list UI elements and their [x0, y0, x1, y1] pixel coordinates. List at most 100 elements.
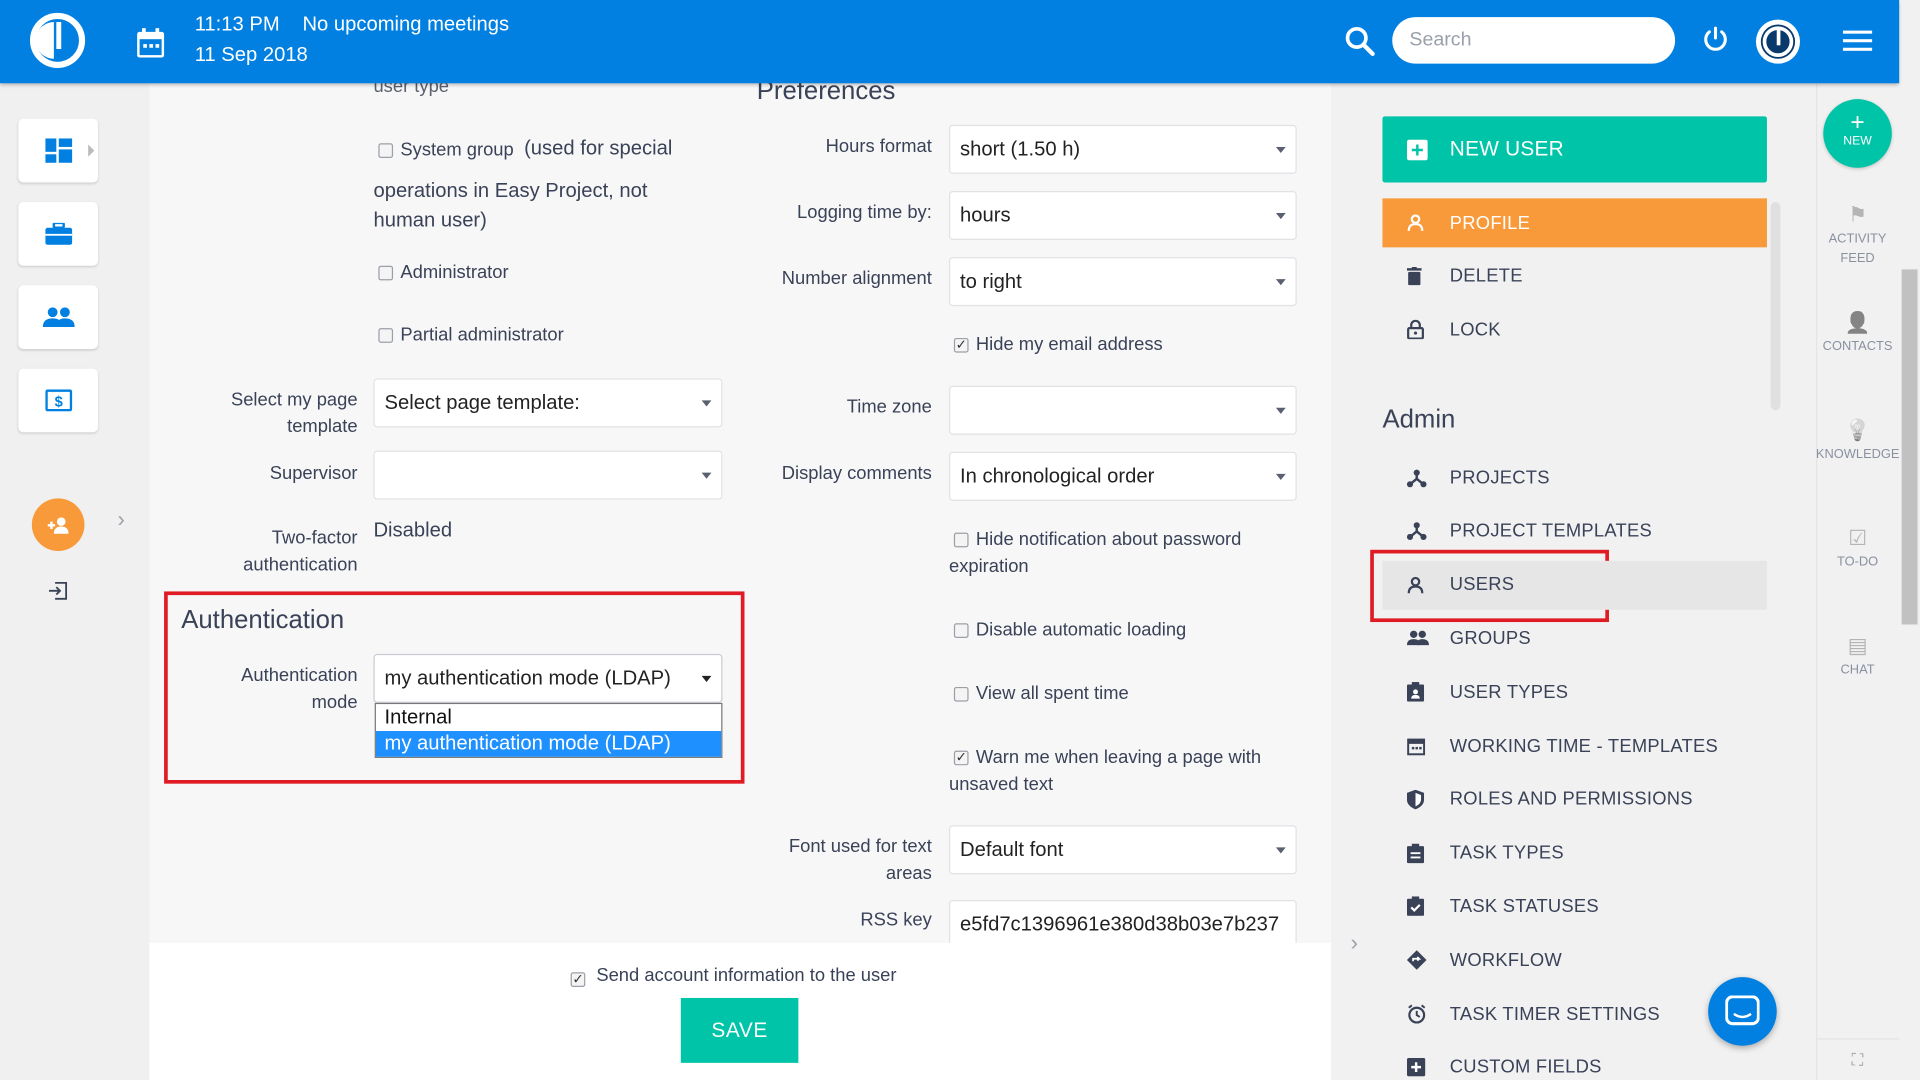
rss-key-field[interactable]: e5fd7c1396961e380d38b03e7b237 — [948, 900, 1297, 949]
menu-item-task-statuses[interactable]: TASK STATUSES — [1382, 882, 1766, 931]
logout-icon[interactable] — [48, 581, 68, 600]
menu-item-project-templates[interactable]: PROJECT TEMPLATES — [1382, 507, 1766, 556]
sidebar-dashboard[interactable] — [18, 118, 98, 183]
time-zone-label: Time zone — [846, 396, 932, 418]
current-date: 11 Sep 2018 — [194, 44, 308, 67]
menu-item-groups[interactable]: GROUPS — [1382, 614, 1766, 663]
hide-email-checkbox[interactable] — [953, 337, 969, 353]
panel-scrollbar[interactable] — [1770, 202, 1781, 411]
power-icon[interactable] — [1702, 26, 1729, 53]
authentication-mode-label: mode — [311, 691, 358, 713]
menu-item-projects[interactable]: PROJECTS — [1382, 453, 1766, 502]
rail-item-knowledge[interactable]: 💡 KNOWLEDGE — [1816, 418, 1900, 465]
supervisor-label: Supervisor — [269, 462, 358, 484]
authentication-mode-select[interactable]: my authentication mode (LDAP) — [373, 653, 723, 703]
display-comments-select[interactable]: In chronological order — [948, 451, 1297, 501]
system-group-checkbox[interactable] — [378, 143, 394, 158]
plus-square-icon — [1382, 1058, 1449, 1077]
logging-time-select[interactable]: hours — [948, 191, 1297, 241]
menu-item-workflow[interactable]: WORKFLOW — [1382, 936, 1766, 985]
workflow-icon — [1382, 950, 1449, 971]
menu-item-working-time-templates[interactable]: WORKING TIME - TEMPLATES — [1382, 721, 1766, 770]
page-template-select[interactable]: Select page template: — [373, 378, 723, 428]
two-factor-value: Disabled — [373, 519, 453, 542]
option-internal[interactable]: Internal — [384, 706, 452, 729]
menu-item-label: TASK STATUSES — [1449, 896, 1599, 918]
menu-item-roles-and-permissions[interactable]: ROLES AND PERMISSIONS — [1382, 775, 1766, 824]
menu-item-task-timer-settings[interactable]: TASK TIMER SETTINGS — [1382, 989, 1766, 1038]
save-button[interactable]: SAVE — [680, 997, 799, 1063]
hours-format-value: short (1.50 h) — [960, 137, 1081, 160]
menu-item-lock[interactable]: LOCK — [1382, 305, 1766, 354]
calendar-icon[interactable] — [136, 27, 165, 59]
page-scrollbar[interactable] — [1899, 0, 1920, 1080]
partial-administrator-checkbox[interactable] — [378, 328, 394, 343]
todo-icon: ☑ — [1848, 526, 1867, 550]
add-user-button[interactable] — [31, 498, 85, 552]
rail-item-activity[interactable]: ⚑ ACTIVITY FEED — [1816, 202, 1899, 268]
hours-format-select[interactable]: short (1.50 h) — [948, 124, 1297, 174]
system-group-note: (used for special — [524, 137, 673, 160]
right-rail — [1815, 83, 1900, 1080]
app-logo-icon[interactable] — [29, 12, 86, 68]
contacts-icon: 👤 — [1844, 311, 1871, 335]
menu-item-profile[interactable]: PROFILE — [1382, 198, 1767, 248]
dropdown-caret-icon — [1275, 473, 1286, 481]
users-icon — [42, 307, 75, 327]
view-spent-time-checkbox[interactable] — [953, 686, 969, 702]
menu-item-task-types[interactable]: TASK TYPES — [1382, 828, 1766, 877]
trash-icon — [1382, 266, 1449, 285]
authentication-highlight-box — [164, 591, 745, 784]
rail-item-label: CHAT — [1840, 662, 1875, 678]
menu-item-user-types[interactable]: USER TYPES — [1382, 668, 1766, 717]
send-account-info-label: Send account information to the user — [596, 964, 897, 986]
shield-icon — [1382, 789, 1449, 810]
fullscreen-icon[interactable]: ⛶ — [1815, 1038, 1900, 1080]
hide-password-notification-checkbox[interactable] — [953, 532, 969, 548]
menu-item-label: GROUPS — [1449, 628, 1531, 649]
admin-heading: Admin — [1382, 405, 1456, 434]
hide-password-notification-label: expiration — [948, 555, 1029, 577]
rss-key-value: e5fd7c1396961e380d38b03e7b237 — [960, 912, 1280, 935]
menu-item-users[interactable]: USERS — [1382, 560, 1767, 610]
flag-icon: ⚑ — [1848, 203, 1867, 227]
number-alignment-select[interactable]: to right — [948, 257, 1297, 307]
search-input[interactable] — [1392, 17, 1676, 64]
authentication-mode-value: my authentication mode (LDAP) — [384, 666, 671, 689]
chat-widget-button[interactable] — [1708, 977, 1777, 1046]
new-quick-button[interactable]: + NEW — [1823, 99, 1892, 168]
clipboard-icon — [1382, 843, 1449, 863]
sidebar-users[interactable] — [18, 285, 98, 349]
rail-item-chat[interactable]: ▤ CHAT — [1816, 633, 1899, 680]
clock-time: 11:13 PM — [194, 13, 280, 36]
collapse-panel-chevron-icon[interactable]: › — [1350, 930, 1358, 956]
warn-leaving-checkbox[interactable] — [953, 750, 969, 766]
dropdown-caret-icon — [701, 400, 712, 407]
search-icon[interactable] — [1344, 26, 1376, 58]
menu-item-label: TASK TYPES — [1449, 842, 1564, 864]
partial-administrator-label: Partial administrator — [400, 324, 564, 346]
rail-item-contacts[interactable]: 👤 CONTACTS — [1816, 310, 1899, 357]
meetings-status[interactable]: No upcoming meetings — [302, 13, 510, 36]
menu-item-label: DELETE — [1449, 265, 1523, 286]
disable-loading-checkbox[interactable] — [953, 623, 969, 638]
user-avatar[interactable] — [1755, 18, 1802, 65]
display-comments-value: In chronological order — [960, 464, 1155, 487]
rail-item-to-do[interactable]: ☑ TO-DO — [1816, 525, 1899, 572]
two-factor-label: authentication — [243, 554, 358, 576]
clipboard-check-icon — [1382, 896, 1449, 917]
send-account-info-checkbox[interactable] — [570, 972, 586, 987]
sidebar-expand-chevron-icon[interactable]: › — [117, 506, 125, 532]
supervisor-select[interactable] — [373, 450, 723, 500]
menu-item-custom-fields[interactable]: CUSTOM FIELDS — [1382, 1043, 1766, 1080]
administrator-checkbox[interactable] — [378, 265, 394, 281]
option-ldap[interactable]: my authentication mode (LDAP) — [375, 731, 722, 757]
sidebar-finance[interactable]: $ — [18, 368, 98, 433]
system-group-note: operations in Easy Project, not — [373, 180, 648, 203]
menu-item-delete[interactable]: DELETE — [1382, 251, 1766, 300]
font-select[interactable]: Default font — [948, 825, 1297, 875]
sidebar-projects[interactable] — [18, 202, 98, 266]
time-zone-select[interactable] — [948, 385, 1297, 435]
hamburger-menu-icon[interactable] — [1842, 29, 1873, 51]
new-user-button[interactable]: NEW USER — [1382, 116, 1767, 183]
